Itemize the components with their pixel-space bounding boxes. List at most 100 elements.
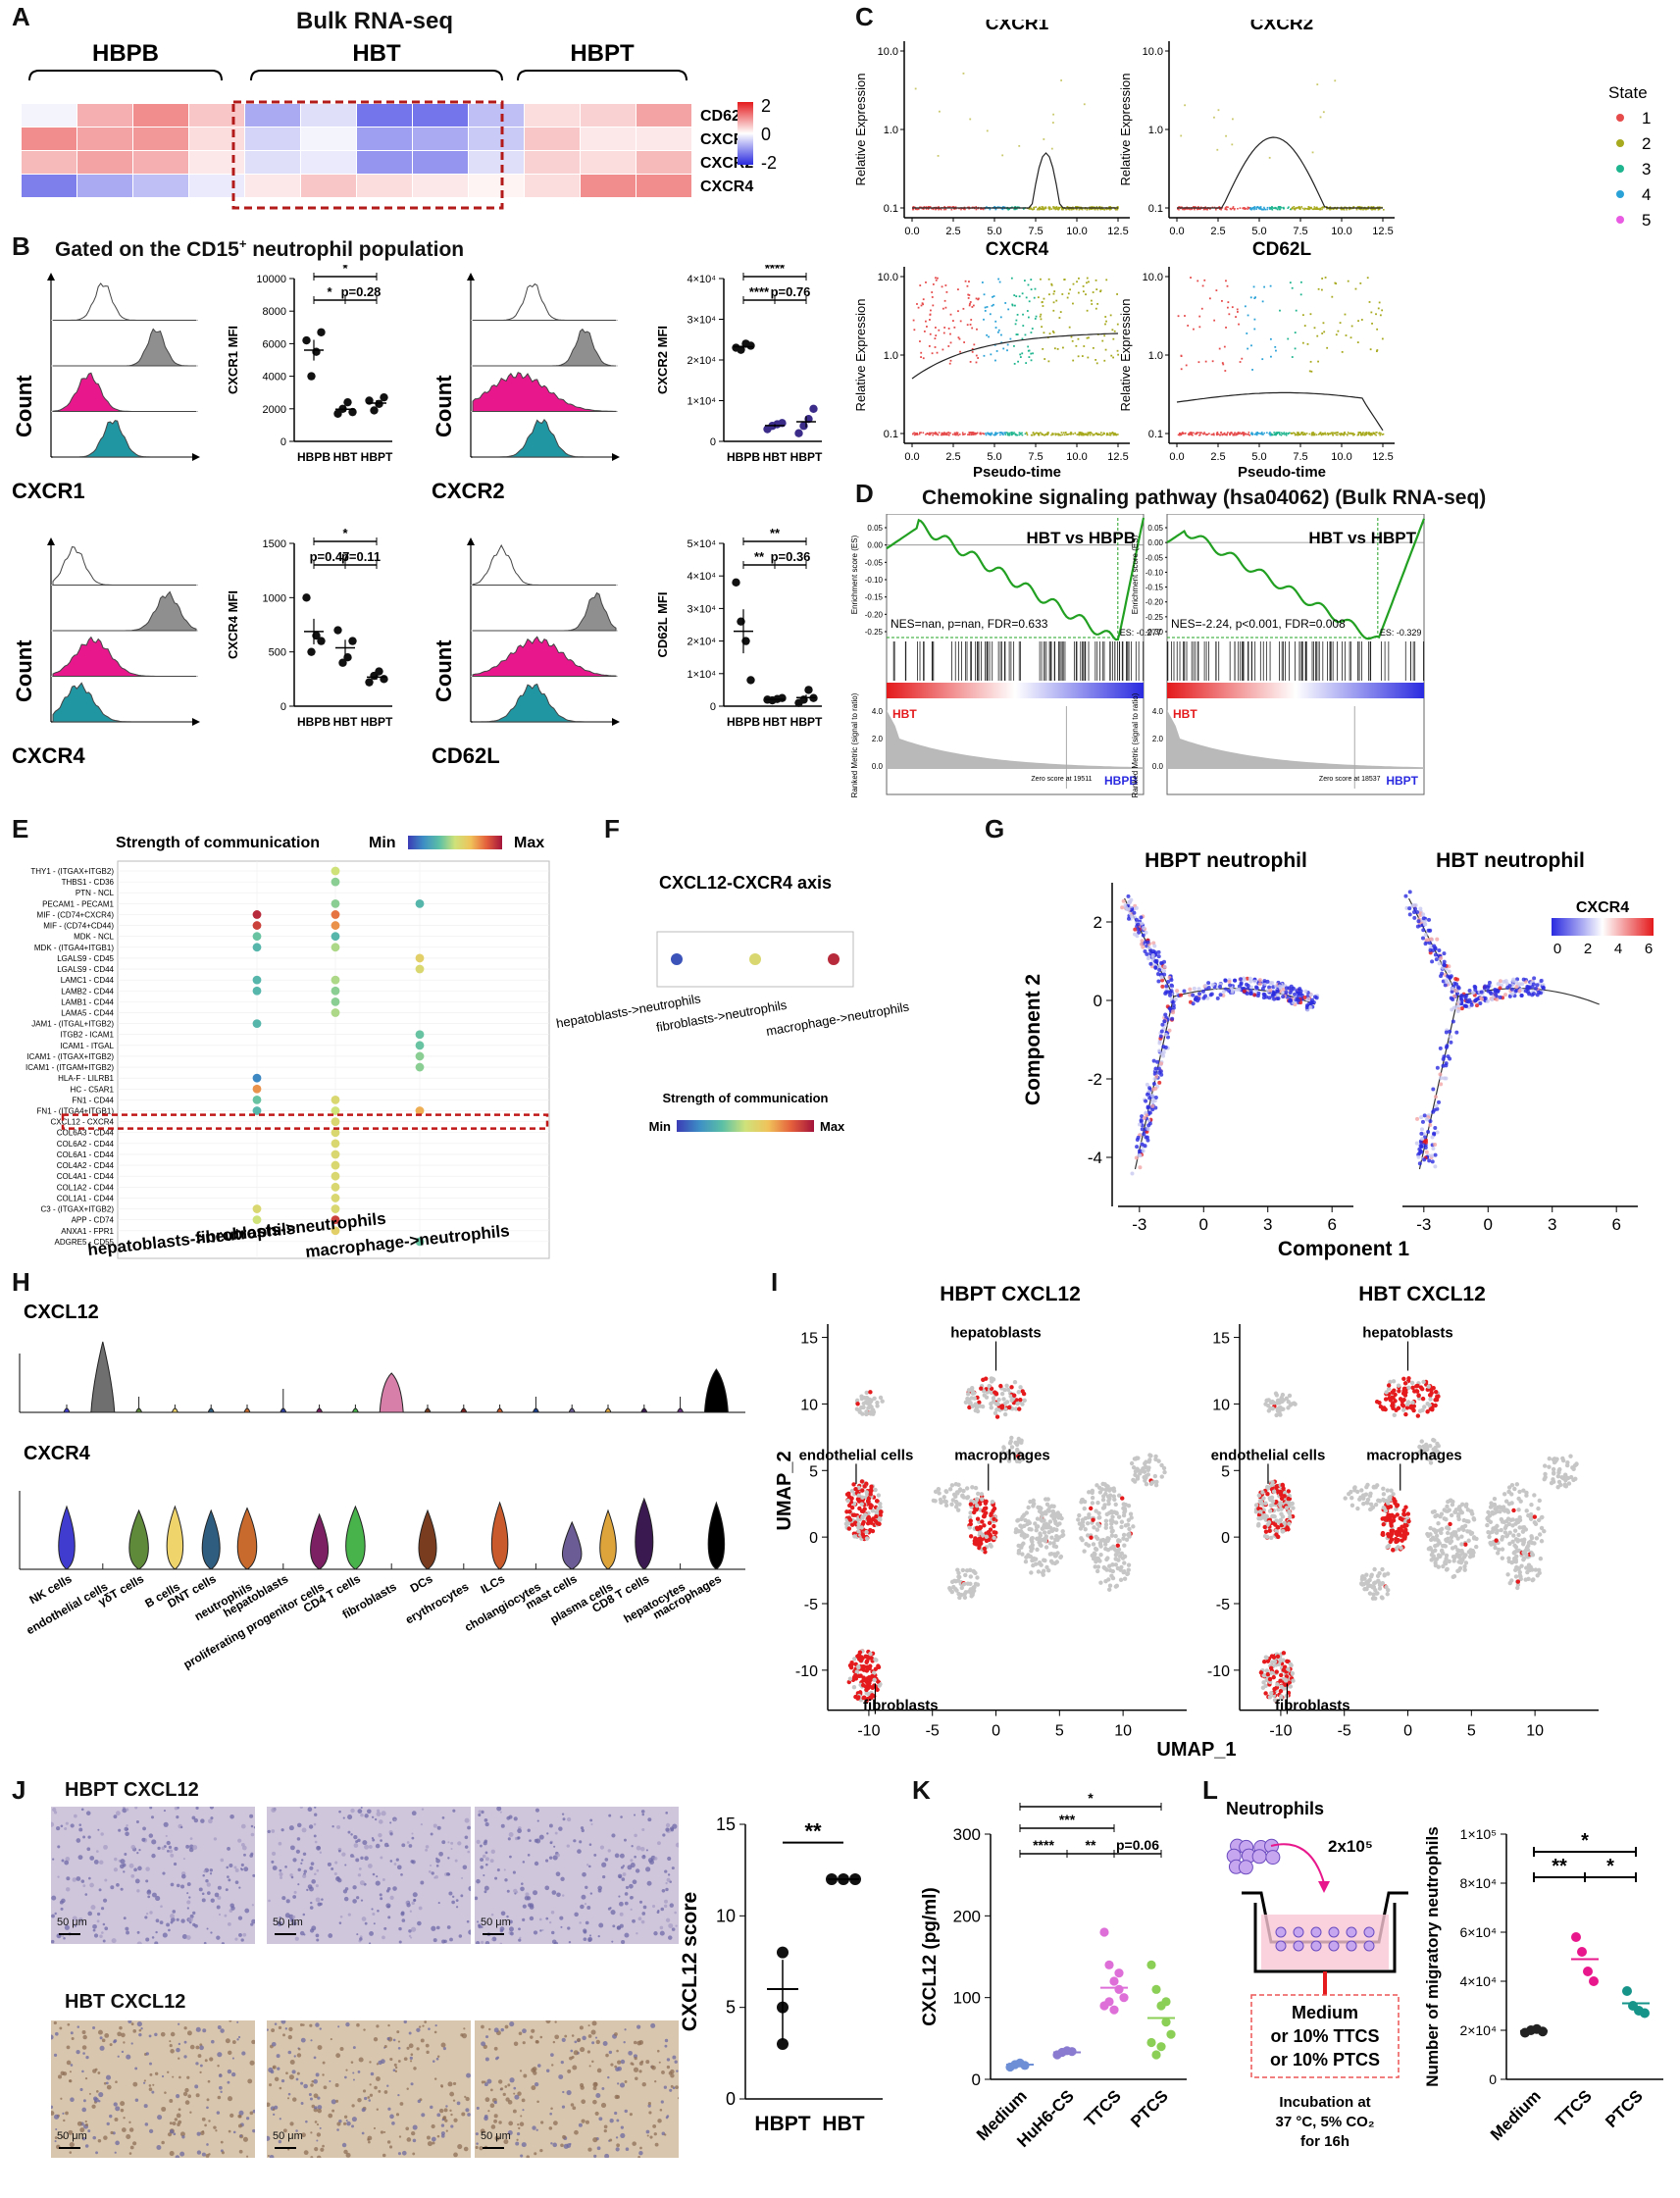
cell-point (1370, 311, 1373, 314)
umap-cell-point (874, 1510, 880, 1515)
cell-point (1378, 301, 1381, 304)
cell-point (1344, 433, 1347, 435)
umap-cell-point (1274, 1528, 1279, 1533)
heatmap-cell (581, 104, 636, 127)
cxcl12-violin-base (280, 1407, 287, 1413)
umap-cell-point (865, 1520, 871, 1526)
cell-point (1216, 432, 1219, 434)
umap-cell-point (1291, 1506, 1296, 1510)
rank-y-tick-label: 0.0 (1152, 762, 1164, 771)
neutrophil-cell-point (1513, 989, 1518, 994)
communication-dot (252, 986, 262, 996)
cell-point (935, 277, 937, 280)
cell-point (936, 432, 938, 434)
cell-point (1080, 434, 1083, 436)
neutrophil-cell-point (1262, 979, 1267, 984)
cell-point (1182, 208, 1184, 211)
neutrophil-cell-point (1138, 1165, 1143, 1170)
cell-point (1379, 314, 1382, 317)
umap-cell-point (1144, 1481, 1149, 1487)
neutrophil-cell-point (1435, 937, 1440, 942)
umap-cell-point (990, 1376, 995, 1382)
umap-cell-point (1256, 1515, 1261, 1521)
cell-point (1022, 313, 1024, 316)
neutrophil-cell-point (1242, 977, 1247, 982)
cell-point (1116, 208, 1119, 211)
strength-color-bar (677, 1120, 814, 1132)
y-tick-label: 0.1 (884, 429, 898, 440)
cell-point (1336, 434, 1339, 436)
cell-point (1321, 278, 1324, 280)
es-y-tick-label: -0.15 (865, 593, 884, 602)
cell-point (1105, 279, 1108, 281)
umap-cell-point (853, 1694, 858, 1700)
cell-point (1324, 432, 1326, 434)
cell-point (1055, 433, 1057, 435)
umap-cell-point (1008, 1439, 1013, 1444)
gene-label: CXCR4 (700, 179, 753, 195)
neutrophil-cell-point (1424, 1150, 1429, 1154)
cell-point (1310, 434, 1313, 436)
interaction-pair-label: COL1A2 - CD44 (57, 1183, 115, 1192)
cell-point (1006, 434, 1009, 436)
trajectory-x-label: Component 1 (1278, 1238, 1409, 1260)
umap-cell-point (1014, 1447, 1020, 1453)
cell-point (1298, 434, 1301, 436)
mfi-y-tick-label: 1×10⁴ (687, 669, 716, 681)
umap-cell-point (1258, 1509, 1263, 1514)
cell-point (1203, 279, 1206, 281)
cell-point (1306, 342, 1309, 345)
umap-cell-point (978, 1525, 984, 1530)
cell-point (1304, 434, 1306, 435)
cell-point (1241, 433, 1244, 434)
rank-low-label: HBPT (1386, 774, 1418, 788)
cell-point (1294, 332, 1297, 334)
cell-point (1259, 206, 1261, 209)
neutrophil-cell-point (1221, 989, 1226, 994)
cell-point (1289, 281, 1292, 284)
interaction-pair-label: MIF - (CD74+CD44) (43, 922, 114, 931)
cell-point (1351, 433, 1353, 435)
neutrophil-cell-point (1156, 949, 1161, 954)
cell-point (1099, 290, 1101, 293)
umap-cell-point (864, 1687, 869, 1693)
x-tick-label: 2.5 (1210, 451, 1225, 463)
umap-cell-point (868, 1410, 873, 1416)
cell-point (1236, 308, 1239, 311)
cell-point (1197, 208, 1200, 210)
umap-cell-point (859, 1525, 864, 1530)
cell-point (963, 341, 966, 343)
umap-cell-point (1108, 1487, 1114, 1492)
cell-point (1004, 302, 1007, 304)
cell-point (1356, 434, 1359, 436)
umap-cell-point (1051, 1541, 1056, 1546)
cell-point (921, 302, 924, 305)
umap-cell-point (1149, 1480, 1155, 1485)
panel-label-d: D (855, 479, 874, 508)
cell-point (933, 433, 936, 434)
cell-point (1055, 299, 1058, 302)
interaction-pair-label: ICAM1 - (ITGAX+ITGB2) (26, 1052, 114, 1061)
neutrophil-cell-point (1539, 979, 1544, 984)
cell-point (1263, 432, 1266, 434)
neutrophil-cell-point (1156, 1066, 1161, 1071)
umap-cell-point (864, 1411, 869, 1417)
cell-point (1068, 326, 1071, 329)
heatmap-cell (581, 175, 636, 197)
neutrophil-cell-point (1188, 987, 1193, 992)
umap-cell-point (1103, 1522, 1109, 1527)
neutrophil-cell-point (1421, 916, 1426, 921)
heatmap-cell (77, 104, 132, 127)
umap-cell-point (1113, 1548, 1118, 1553)
cell-point (929, 313, 932, 316)
interaction-pair-label: LGALS9 - CD44 (57, 965, 114, 974)
umap-cell-point (1274, 1500, 1279, 1505)
y-tick-label: 0 (809, 1530, 818, 1547)
umap-cell-point (1023, 1559, 1029, 1564)
cell-point (1254, 296, 1256, 299)
umap-cell-point (1131, 1465, 1137, 1470)
cell-point (1070, 208, 1073, 211)
neutrophil-cell-point (1126, 916, 1131, 921)
